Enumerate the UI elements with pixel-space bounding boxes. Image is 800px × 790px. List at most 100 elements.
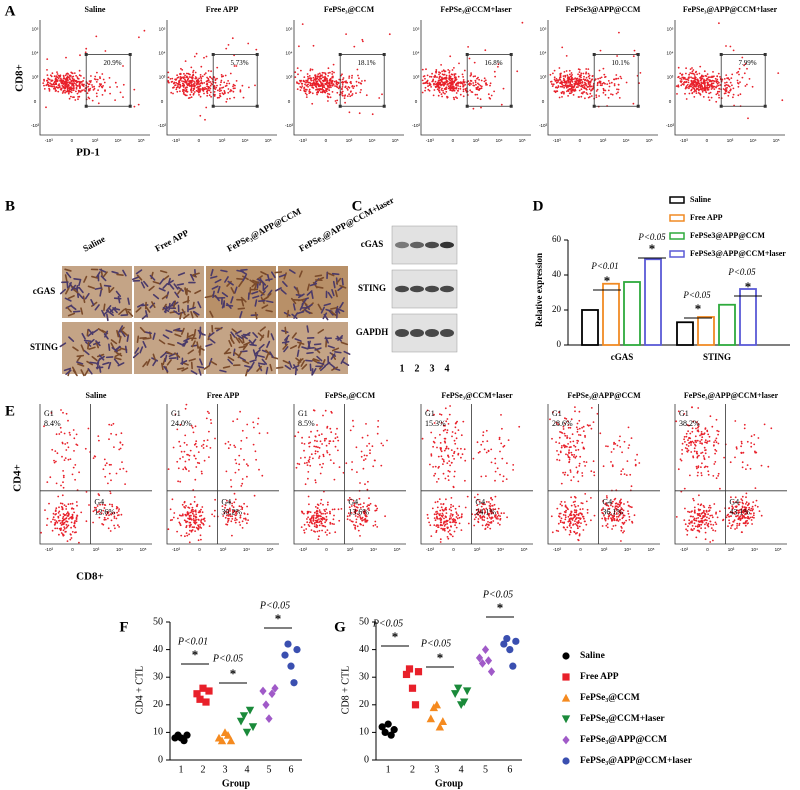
flow-plot: [166, 20, 277, 136]
event-dot: [728, 78, 731, 81]
event-dot: [300, 82, 303, 85]
event-dot: [67, 458, 70, 461]
p-value: P<0.05: [637, 232, 666, 242]
event-dot: [303, 443, 306, 445]
x-tick-label: -10³: [299, 547, 308, 552]
x-tick-label: 10⁵: [392, 138, 399, 143]
event-dot: [684, 92, 686, 95]
event-dot: [184, 434, 187, 437]
event-dot: [569, 512, 572, 515]
event-dot: [574, 523, 577, 525]
event-dot: [613, 512, 616, 515]
ihc-cell: [314, 274, 323, 278]
plot-axes: [547, 20, 658, 136]
event-dot: [107, 482, 109, 485]
event-dot: [190, 503, 192, 506]
event-dot: [110, 519, 113, 522]
ihc-cell: [306, 290, 313, 296]
event-dot: [312, 457, 314, 460]
event-dot: [551, 85, 554, 87]
event-dot: [238, 521, 241, 524]
event-dot: [744, 85, 747, 87]
event-dot: [429, 82, 431, 85]
event-dot: [66, 520, 69, 523]
event-dot: [694, 78, 697, 81]
event-dot: [329, 512, 331, 515]
event-dot: [86, 92, 89, 95]
event-dot: [567, 424, 570, 426]
event-dot: [627, 447, 630, 449]
y-tick-label: 10⁴: [413, 51, 420, 56]
event-dot: [577, 514, 580, 517]
event-dot: [426, 74, 429, 77]
event-dot: [450, 449, 453, 451]
event-dot: [569, 471, 572, 473]
event-dot: [446, 431, 448, 434]
event-dot: [588, 77, 591, 80]
event-dot: [355, 84, 358, 87]
x-tick-label: 10⁴: [116, 547, 123, 552]
event-dot: [690, 83, 693, 85]
event-dot: [70, 526, 72, 529]
event-dot: [573, 454, 576, 456]
event-dot: [170, 91, 173, 94]
event-dot: [319, 463, 321, 466]
event-dot: [580, 81, 582, 84]
event-dot: [95, 78, 97, 81]
event-dot: [572, 476, 575, 478]
event-dot: [62, 486, 65, 489]
blot-band: [395, 329, 409, 337]
event-dot: [570, 451, 573, 454]
ihc-cell: [122, 269, 127, 277]
event-dot: [502, 475, 505, 478]
event-dot: [349, 429, 352, 432]
ihc-cell: [265, 278, 273, 282]
event-dot: [568, 461, 570, 464]
event-dot: [691, 77, 694, 79]
event-dot: [495, 517, 498, 520]
event-dot: [296, 88, 299, 90]
event-dot: [342, 471, 345, 474]
event-dot: [206, 85, 209, 88]
event-dot: [619, 446, 622, 448]
event-dot: [55, 433, 58, 436]
event-dot: [327, 82, 330, 85]
event-dot: [303, 531, 306, 534]
event-dot: [209, 419, 212, 421]
event-dot: [565, 55, 568, 57]
event-dot: [336, 427, 338, 430]
event-dot: [380, 442, 383, 445]
event-dot: [93, 85, 95, 88]
event-dot: [324, 512, 327, 515]
ihc-cell: [83, 349, 90, 356]
event-dot: [195, 526, 198, 529]
event-dot: [712, 524, 715, 526]
event-dot: [449, 405, 451, 407]
row-label: STING: [30, 342, 58, 352]
ihc-cell: [87, 328, 94, 336]
event-dot: [494, 462, 497, 465]
plot-axes: [39, 404, 152, 545]
event-dot: [434, 80, 437, 83]
event-dot: [478, 78, 480, 81]
event-dot: [320, 91, 322, 94]
event-dot: [71, 531, 74, 533]
y-axis-label: CD4+: [12, 464, 24, 492]
event-dot: [329, 521, 332, 524]
event-dot: [192, 510, 195, 513]
p-value: P<0.05: [727, 267, 756, 277]
event-dot: [696, 73, 698, 76]
event-dot: [218, 88, 221, 91]
event-dot: [348, 497, 351, 499]
event-dot: [436, 510, 438, 513]
event-dot: [585, 71, 588, 74]
y-tick-label: 10⁵: [286, 26, 293, 31]
event-dot: [583, 91, 586, 93]
event-dot: [305, 93, 308, 96]
ihc-cell: [304, 309, 311, 315]
event-dot: [572, 88, 574, 91]
event-dot: [618, 439, 621, 442]
event-dot: [121, 443, 124, 446]
ihc-image: [203, 322, 279, 377]
event-dot: [307, 83, 309, 86]
